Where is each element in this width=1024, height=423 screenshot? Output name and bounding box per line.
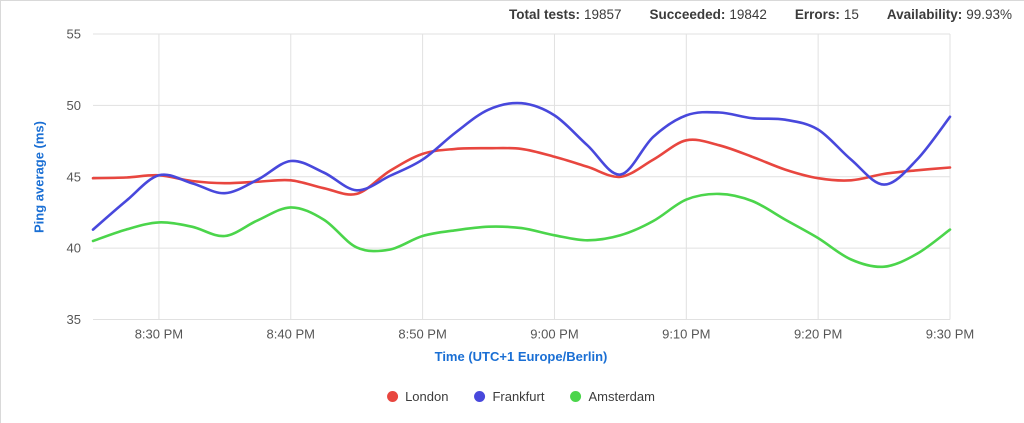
x-axis-title: Time (UTC+1 Europe/Berlin) [434, 349, 608, 364]
x-tick-label-8-40-pm: 8:40 PM [267, 327, 315, 342]
stat-availability-value: 99.93% [966, 7, 1012, 22]
y-tick-label-50: 50 [67, 98, 81, 113]
stat-total-tests: Total tests: 19857 [509, 7, 622, 22]
x-tick-label-9-30-pm: 9:30 PM [926, 327, 974, 342]
x-tick-label-9-00-pm: 9:00 PM [530, 327, 578, 342]
legend-item-london[interactable]: London [387, 389, 448, 404]
y-tick-label-45: 45 [67, 169, 81, 184]
legend: London Frankfurt Amsterdam [387, 389, 655, 404]
series-line-london[interactable] [91, 138, 952, 196]
stat-total-tests-value: 19857 [584, 7, 622, 22]
legend-item-frankfurt[interactable]: Frankfurt [474, 389, 544, 404]
legend-label-london: London [405, 389, 449, 404]
y-tick-label-40: 40 [67, 241, 81, 256]
x-tick-label-8-50-pm: 8:50 PM [398, 327, 446, 342]
legend-label-amsterdam: Amsterdam [588, 389, 655, 404]
legend-dot-amsterdam [570, 391, 582, 402]
legend-dot-frankfurt [474, 391, 486, 402]
legend-label-frankfurt: Frankfurt [492, 389, 545, 404]
legend-item-amsterdam[interactable]: Amsterdam [570, 389, 655, 404]
y-axis-title: Ping average (ms) [31, 121, 47, 233]
stat-succeeded-value: 19842 [729, 7, 767, 22]
x-tick-label-9-10-pm: 9:10 PM [662, 327, 710, 342]
x-tick-label-9-20-pm: 9:20 PM [794, 327, 842, 342]
stat-total-tests-label: Total tests: [508, 7, 580, 22]
stat-succeeded: Succeeded: 19842 [650, 7, 767, 22]
x-tick-label-8-30-pm: 8:30 PM [135, 327, 183, 342]
stat-availability: Availability: 99.93% [887, 7, 1012, 22]
ping-chart-canvas[interactable]: 35 40 45 50 55 8:30 PM 8:40 PM 8:50 PM 9:00 PM 9:… [1, 1, 1024, 376]
series-line-frankfurt[interactable] [91, 101, 952, 231]
stat-availability-label: Availability: [886, 7, 963, 22]
stat-errors: Errors: 15 [795, 7, 859, 22]
stat-succeeded-label: Succeeded: [649, 7, 726, 22]
stat-errors-label: Errors: [794, 7, 840, 22]
series-line-amsterdam[interactable] [91, 192, 952, 269]
y-tick-label-35: 35 [67, 312, 81, 327]
y-tick-label-55: 55 [67, 27, 81, 42]
stat-errors-value: 15 [843, 7, 859, 22]
legend-dot-london [387, 391, 399, 402]
header-stats: Total tests: 19857 Succeeded: 19842 Errors… [509, 7, 1012, 22]
